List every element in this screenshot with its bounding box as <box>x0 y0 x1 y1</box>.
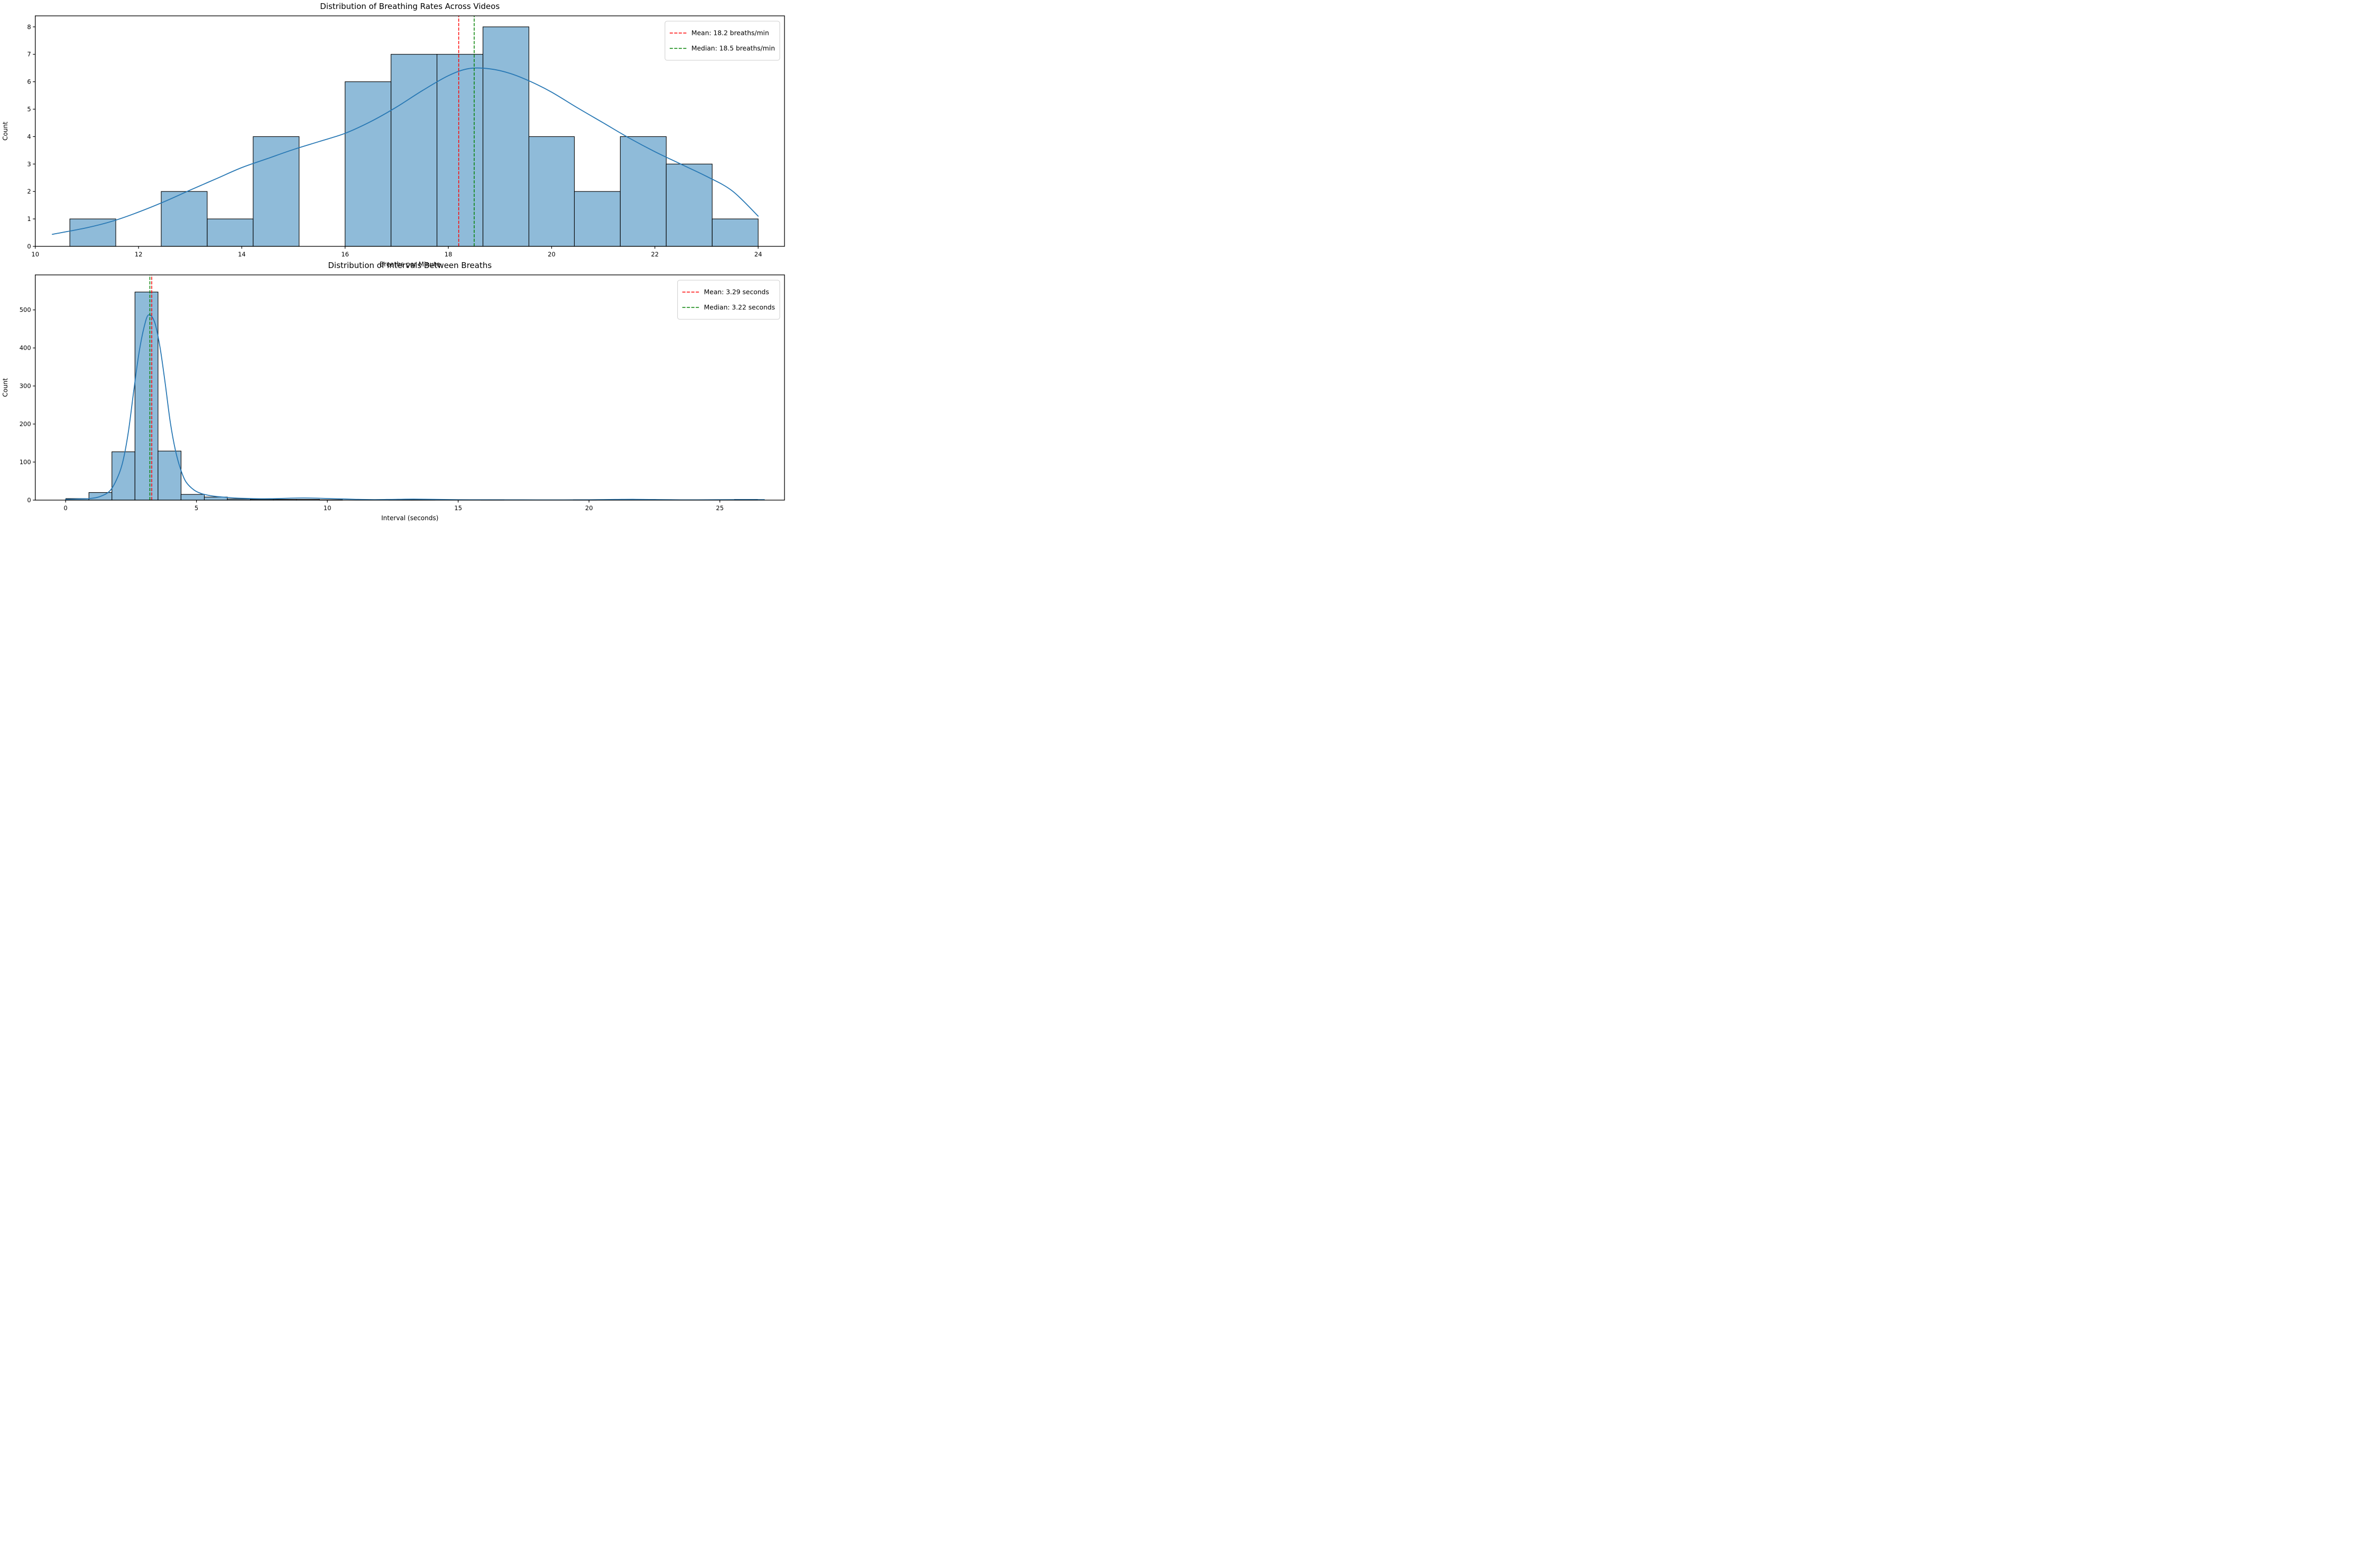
y-tick-label: 2 <box>27 188 31 195</box>
y-axis-label: Count <box>2 122 9 141</box>
histogram-bar <box>712 218 759 247</box>
x-tick-label: 18 <box>445 251 453 258</box>
histogram-bar <box>207 218 254 247</box>
y-axis-label: Count <box>2 378 9 397</box>
histogram-bar <box>483 26 530 247</box>
y-tick-label: 400 <box>20 344 31 352</box>
y-tick-label: 4 <box>27 133 31 140</box>
y-tick-label: 8 <box>27 23 31 31</box>
histogram-bar <box>180 494 205 501</box>
y-tick-label: 7 <box>27 51 31 58</box>
y-tick-label: 1 <box>27 215 31 223</box>
y-tick-label: 300 <box>20 382 31 390</box>
chart-title: Distribution of Breathing Rates Across V… <box>320 2 500 11</box>
legend-median-label: Median: 3.22 seconds <box>704 304 775 311</box>
y-tick-label: 6 <box>27 78 31 86</box>
legend-box <box>664 21 780 61</box>
axes-frame <box>35 15 785 247</box>
x-tick-label: 0 <box>63 504 67 512</box>
legend-box <box>677 280 780 320</box>
x-tick-label: 24 <box>754 251 762 258</box>
y-tick-label: 500 <box>20 306 31 313</box>
x-axis-label: Breaths per Minute <box>380 261 440 268</box>
x-axis-label: Interval (seconds) <box>381 514 438 522</box>
x-tick-label: 22 <box>651 251 659 258</box>
legend: Mean: 3.29 seconds Median: 3.22 seconds <box>677 280 780 320</box>
axes-frame <box>35 274 785 501</box>
x-tick-label: 10 <box>324 504 331 512</box>
y-tick-label: 200 <box>20 420 31 428</box>
histogram-bar <box>528 136 575 247</box>
histogram-bar <box>69 218 116 247</box>
histogram-bars <box>69 26 759 247</box>
legend-mean-label: Mean: 18.2 breaths/min <box>691 30 769 37</box>
x-tick-label: 5 <box>195 504 198 512</box>
figure: 10 12 14 16 18 20 22 24 0 1 2 3 4 5 6 7 8 Distribution of… <box>0 0 788 523</box>
x-tick-label: 16 <box>341 251 349 258</box>
breath-intervals-subplot: 0 5 10 15 20 25 0 100 200 300 400 500 Distribution o… <box>2 261 785 522</box>
x-tick-label: 12 <box>135 251 143 258</box>
x-tick-label: 20 <box>548 251 556 258</box>
y-tick-label: 0 <box>27 243 31 250</box>
histogram-bar <box>161 191 208 247</box>
histogram-bar <box>253 136 300 247</box>
legend-mean-label: Mean: 3.29 seconds <box>704 289 769 296</box>
histogram-bar <box>437 54 484 247</box>
legend: Mean: 18.2 breaths/min Median: 18.5 breat… <box>664 21 780 61</box>
histogram-bar <box>391 54 438 247</box>
x-tick-label: 25 <box>716 504 724 512</box>
histogram-bar <box>620 136 667 247</box>
y-tick-label: 100 <box>20 458 31 466</box>
histogram-bar <box>134 291 159 501</box>
axis-ticks: 0 5 10 15 20 25 0 100 200 300 400 500 <box>20 306 724 512</box>
histogram-bar <box>666 163 713 247</box>
y-tick-label: 5 <box>27 106 31 113</box>
kde-curve <box>52 67 759 235</box>
legend-median-label: Median: 18.5 breaths/min <box>691 45 775 52</box>
histogram-bars <box>66 291 758 501</box>
chart-title: Distribution of Intervals Between Breath… <box>328 261 492 270</box>
histogram-bar <box>574 191 621 247</box>
x-tick-label: 15 <box>454 504 462 512</box>
x-tick-label: 14 <box>238 251 246 258</box>
histogram-bar <box>345 81 392 247</box>
y-tick-label: 3 <box>27 160 31 168</box>
y-tick-label: 0 <box>27 496 31 504</box>
x-tick-label: 20 <box>585 504 593 512</box>
x-tick-label: 10 <box>31 251 39 258</box>
